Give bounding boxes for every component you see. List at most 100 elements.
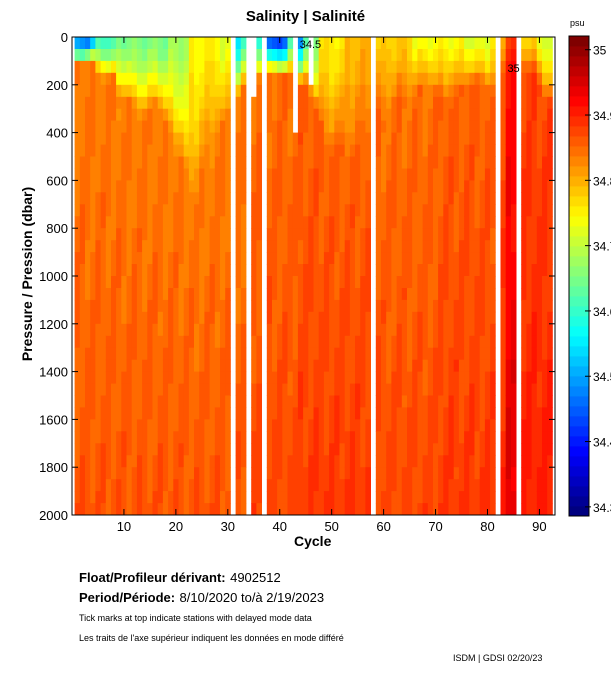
heatmap-cell	[183, 37, 190, 50]
heatmap-cell	[375, 228, 382, 241]
heatmap-cell	[386, 120, 392, 133]
heatmap-cell	[510, 371, 517, 384]
heatmap-cell	[178, 264, 185, 277]
heatmap-cell	[536, 311, 543, 325]
heatmap-cell	[194, 288, 200, 301]
heatmap-cell	[308, 228, 314, 241]
heatmap-cell	[505, 192, 512, 205]
heatmap-cell	[510, 455, 517, 468]
heatmap-cell	[438, 49, 444, 62]
heatmap-cell	[438, 264, 444, 277]
heatmap-cell	[105, 49, 112, 62]
heatmap-cell	[131, 37, 138, 50]
heatmap-cell	[240, 96, 247, 110]
heatmap-cell	[214, 407, 221, 420]
heatmap-cell	[303, 347, 309, 361]
heatmap-cell	[334, 359, 340, 373]
heatmap-cell	[251, 371, 257, 384]
heatmap-cell	[453, 311, 460, 325]
heatmap-cell	[111, 443, 117, 456]
heatmap-cell	[121, 347, 127, 361]
heatmap-cell	[199, 108, 205, 122]
heatmap-cell	[277, 228, 283, 241]
heatmap-cell	[417, 299, 423, 313]
heatmap-cell	[121, 467, 127, 480]
heatmap-cell	[256, 467, 262, 480]
heatmap-cell	[464, 467, 470, 480]
heatmap-cell	[329, 455, 335, 468]
heatmap-cell	[547, 407, 553, 420]
heatmap-cell	[178, 383, 185, 396]
heatmap-cell	[297, 252, 304, 265]
heatmap-cell	[417, 216, 423, 229]
heatmap-cell	[412, 311, 418, 325]
heatmap-cell	[407, 383, 413, 396]
heatmap-cell	[391, 252, 397, 265]
heatmap-cell	[136, 49, 143, 62]
heatmap-cell	[391, 264, 397, 277]
heatmap-cell	[349, 491, 356, 504]
heatmap-cell	[531, 108, 538, 122]
heatmap-cell	[157, 252, 164, 265]
heatmap-cell	[318, 347, 325, 361]
heatmap-cell	[313, 108, 320, 122]
heatmap-cell	[142, 491, 148, 504]
heatmap-cell	[365, 216, 371, 229]
heatmap-cell	[381, 395, 387, 408]
heatmap-cell	[225, 37, 231, 50]
heatmap-cell	[375, 168, 382, 181]
heatmap-cell	[334, 168, 340, 181]
heatmap-cell	[349, 264, 356, 277]
heatmap-cell	[126, 72, 133, 86]
heatmap-cell	[360, 168, 366, 181]
heatmap-cell	[490, 216, 496, 229]
heatmap-cell	[344, 276, 351, 289]
heatmap-cell	[272, 323, 278, 337]
heatmap-cell	[225, 311, 231, 325]
heatmap-cell	[136, 60, 143, 74]
heatmap-cell	[365, 419, 371, 432]
heatmap-cell	[183, 455, 190, 468]
heatmap-cell	[360, 503, 366, 516]
heatmap-cell	[220, 288, 226, 301]
heatmap-cell	[360, 192, 366, 205]
heatmap-cell	[136, 108, 143, 122]
heatmap-cell	[277, 96, 283, 110]
heatmap-cell	[220, 276, 226, 289]
heatmap-cell	[100, 347, 107, 361]
heatmap-cell	[401, 120, 408, 133]
heatmap-cell	[188, 479, 195, 492]
heatmap-cell	[303, 407, 309, 420]
heatmap-cell	[547, 60, 553, 74]
heatmap-cell	[100, 204, 107, 217]
heatmap-cell	[433, 431, 439, 444]
heatmap-cell	[407, 204, 413, 217]
heatmap-cell	[381, 479, 387, 492]
heatmap-cell	[199, 419, 205, 432]
colorbar-swatch	[569, 376, 589, 387]
heatmap-cell	[531, 72, 538, 86]
heatmap-cell	[453, 455, 460, 468]
heatmap-cell	[308, 407, 314, 420]
heatmap-cell	[344, 383, 351, 396]
heatmap-cell	[121, 359, 127, 373]
heatmap-cell	[121, 132, 127, 145]
heatmap-cell	[547, 37, 553, 50]
heatmap-cell	[225, 84, 231, 98]
heatmap-cell	[375, 37, 382, 50]
heatmap-cell	[448, 491, 455, 504]
heatmap-cell	[100, 180, 107, 193]
heatmap-cell	[303, 276, 309, 289]
heatmap-cell	[542, 37, 548, 50]
heatmap-cell	[204, 288, 210, 301]
heatmap-cell	[464, 335, 470, 349]
heatmap-cell	[500, 491, 507, 504]
heatmap-cell	[484, 264, 491, 277]
heatmap-cell	[214, 323, 221, 337]
heatmap-cell	[401, 276, 408, 289]
heatmap-cell	[235, 49, 242, 62]
heatmap-cell	[188, 323, 195, 337]
heatmap-cell	[204, 479, 210, 492]
heatmap-cell	[214, 311, 221, 325]
heatmap-cell	[105, 503, 112, 516]
